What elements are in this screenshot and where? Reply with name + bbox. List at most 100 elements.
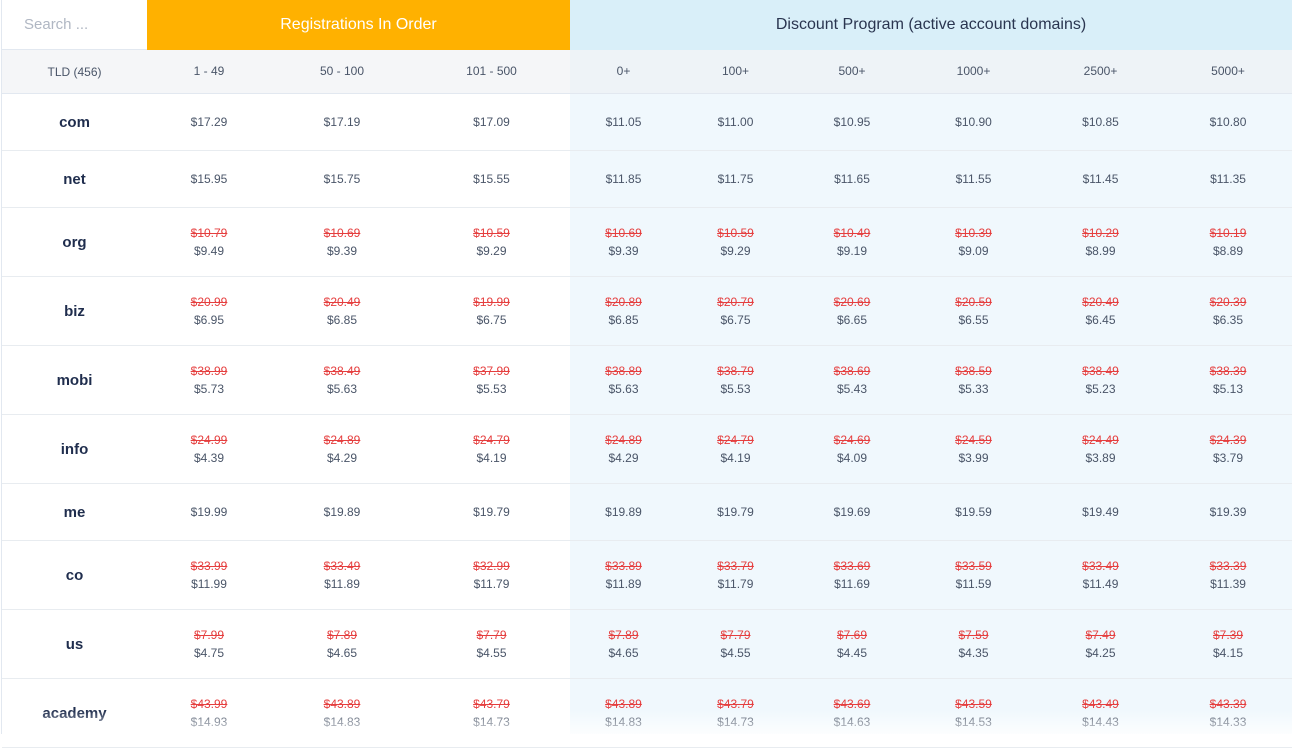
price-cell: $10.19 $8.89 xyxy=(1164,207,1293,277)
original-price: $20.39 xyxy=(1209,295,1247,309)
original-price: $10.49 xyxy=(833,226,871,240)
table-row: co $33.99 $11.99 $33.49 $11.89 $32.99 $11.79 $3… xyxy=(2,540,1293,610)
price-cell: $11.00 xyxy=(677,93,794,151)
price: $14.53 xyxy=(955,715,992,729)
tld-name: co xyxy=(2,540,147,610)
price-cell: $10.80 xyxy=(1164,93,1293,151)
price-cell: $43.89 $14.83 xyxy=(570,678,677,748)
price: $5.23 xyxy=(1085,382,1116,396)
tld-name: me xyxy=(2,483,147,541)
original-price: $38.79 xyxy=(717,364,754,378)
price: $4.75 xyxy=(193,646,225,660)
price-cell: $38.49 $5.23 xyxy=(1037,345,1164,415)
column-header-5000-plus: 5000+ xyxy=(1164,49,1293,94)
price-cell: $15.95 xyxy=(147,150,271,208)
price-cell: $19.79 xyxy=(677,483,794,541)
price-cell: $7.69 $4.45 xyxy=(794,609,910,679)
price: $6.45 xyxy=(1085,313,1116,327)
original-price: $20.99 xyxy=(190,295,228,309)
price: $5.43 xyxy=(836,382,868,396)
original-price: $43.79 xyxy=(717,697,754,711)
price: $11.35 xyxy=(1210,172,1246,186)
price: $14.33 xyxy=(1209,715,1247,729)
price: $19.89 xyxy=(323,505,361,519)
price: $6.95 xyxy=(193,313,225,327)
original-price: $20.89 xyxy=(605,295,642,309)
price-cell: $38.69 $5.43 xyxy=(794,345,910,415)
original-price: $7.89 xyxy=(608,628,639,642)
price: $17.09 xyxy=(473,115,510,129)
tld-name: net xyxy=(2,150,147,208)
price: $10.85 xyxy=(1082,115,1119,129)
price: $19.79 xyxy=(717,505,754,519)
price-cell: $10.39 $9.09 xyxy=(910,207,1037,277)
price-cell: $20.49 $6.45 xyxy=(1037,276,1164,346)
price: $17.19 xyxy=(323,115,361,129)
price-cell: $20.59 $6.55 xyxy=(910,276,1037,346)
original-price: $20.49 xyxy=(1082,295,1119,309)
price-cell: $7.79 $4.55 xyxy=(413,609,570,679)
price-cell: $7.89 $4.65 xyxy=(570,609,677,679)
price-cell: $10.69 $9.39 xyxy=(271,207,413,277)
price: $19.49 xyxy=(1082,505,1119,519)
original-price: $24.69 xyxy=(833,433,871,447)
original-price: $7.59 xyxy=(958,628,989,642)
price-cell: $38.39 $5.13 xyxy=(1164,345,1293,415)
price-cell: $20.49 $6.85 xyxy=(271,276,413,346)
price: $9.39 xyxy=(326,244,358,258)
column-header-101-500: 101 - 500 xyxy=(413,49,570,94)
price: $5.53 xyxy=(476,382,507,396)
price-cell: $33.49 $11.49 xyxy=(1037,540,1164,610)
column-header-tld[interactable]: TLD (456) xyxy=(2,49,147,94)
price-cell: $24.39 $3.79 xyxy=(1164,414,1293,484)
price: $11.55 xyxy=(955,172,992,186)
original-price: $20.69 xyxy=(833,295,871,309)
price: $4.35 xyxy=(958,646,989,660)
original-price: $38.89 xyxy=(605,364,642,378)
price: $5.13 xyxy=(1213,382,1244,396)
price-cell: $24.79 $4.19 xyxy=(413,414,570,484)
search-input[interactable] xyxy=(22,15,136,34)
tld-name: academy xyxy=(2,678,147,748)
price: $9.29 xyxy=(720,244,751,258)
price-cell: $43.79 $14.73 xyxy=(413,678,570,748)
price: $11.59 xyxy=(955,577,992,591)
original-price: $33.69 xyxy=(833,559,871,573)
price-cell: $11.75 xyxy=(677,150,794,208)
price-cell: $43.99 $14.93 xyxy=(147,678,271,748)
price: $5.53 xyxy=(720,382,751,396)
price-cell: $20.99 $6.95 xyxy=(147,276,271,346)
price: $4.55 xyxy=(720,646,751,660)
original-price: $7.79 xyxy=(476,628,507,642)
tld-name: mobi xyxy=(2,345,147,415)
price-cell: $38.99 $5.73 xyxy=(147,345,271,415)
price: $19.39 xyxy=(1209,505,1247,519)
price: $6.85 xyxy=(326,313,358,327)
price-cell: $33.49 $11.89 xyxy=(271,540,413,610)
column-header-500-plus: 500+ xyxy=(794,49,910,94)
price: $9.39 xyxy=(608,244,639,258)
price: $11.39 xyxy=(1210,577,1246,591)
price: $19.59 xyxy=(955,505,992,519)
price-cell: $19.89 xyxy=(570,483,677,541)
original-price: $33.39 xyxy=(1209,559,1247,573)
price-cell: $11.55 xyxy=(910,150,1037,208)
price: $9.19 xyxy=(836,244,868,258)
price-cell: $11.85 xyxy=(570,150,677,208)
table-row: info $24.99 $4.39 $24.89 $4.29 $24.79 $4.19 $24… xyxy=(2,414,1293,484)
price-cell: $17.29 xyxy=(147,93,271,151)
price-cell: $43.59 $14.53 xyxy=(910,678,1037,748)
price: $19.99 xyxy=(190,505,228,519)
price-cell: $33.79 $11.79 xyxy=(677,540,794,610)
price: $14.83 xyxy=(605,715,642,729)
original-price: $33.59 xyxy=(955,559,992,573)
original-price: $24.59 xyxy=(955,433,992,447)
original-price: $33.49 xyxy=(1082,559,1119,573)
price: $4.65 xyxy=(326,646,358,660)
price-cell: $11.35 xyxy=(1164,150,1293,208)
column-header-2500-plus: 2500+ xyxy=(1037,49,1164,94)
column-header-1000-plus: 1000+ xyxy=(910,49,1037,94)
tld-name: info xyxy=(2,414,147,484)
